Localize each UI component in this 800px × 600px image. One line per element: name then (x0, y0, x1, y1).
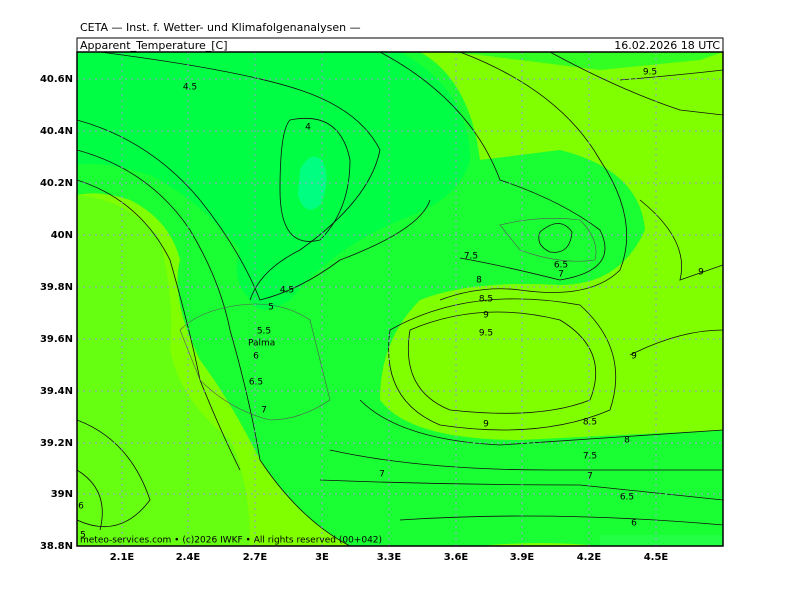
contour-label: 7 (261, 406, 267, 416)
map-field (77, 52, 723, 546)
contour-label: 6 (253, 352, 259, 362)
contour-label: 9 (698, 268, 704, 278)
contour-label: 7.5 (464, 252, 478, 262)
x-axis-label: 2.7E (243, 552, 268, 563)
contour-label: 8 (476, 276, 482, 286)
y-axis-label: 39.8N (40, 282, 73, 293)
x-axis-label: 3.9E (510, 552, 535, 563)
contour-label: 9.5 (479, 329, 493, 339)
y-axis-label: 39.4N (40, 386, 73, 397)
contour-label: 9 (483, 420, 489, 430)
contour-label: 4 (305, 123, 311, 133)
contour-label: 5 (80, 531, 86, 541)
x-axis-label: 3E (315, 552, 329, 563)
contour-label: 6.5 (554, 261, 568, 271)
x-axis-label: 3.3E (377, 552, 402, 563)
contour-label: 7 (379, 470, 385, 480)
contour-label: 5 (268, 303, 274, 313)
contour-label: 4.5 (183, 83, 197, 93)
contour-label: 9 (483, 311, 489, 321)
contour-label: 8.5 (479, 295, 493, 305)
y-axis-label: 40.4N (40, 126, 73, 137)
x-axis-label: 3.6E (444, 552, 469, 563)
x-axis-label: 4.5E (644, 552, 669, 563)
y-axis-label: 39N (51, 489, 73, 500)
y-axis-label: 40N (51, 230, 73, 241)
header: CETA — Inst. f. Wetter- und Klimafolgena… (80, 21, 361, 34)
map-title: Apparent_Temperature_[C] (80, 39, 228, 52)
place-label: Palma (248, 339, 275, 349)
contour-label: 4.5 (280, 286, 294, 296)
contour-label: 5.5 (257, 327, 271, 337)
x-axis-label: 4.2E (577, 552, 602, 563)
map-date: 16.02.2026 18 UTC (614, 39, 720, 52)
contour-label: 7 (558, 270, 564, 280)
y-axis-label: 38.8N (40, 541, 73, 552)
y-axis-label: 39.6N (40, 334, 73, 345)
y-axis-label: 40.6N (40, 74, 73, 85)
contour-label: 9.5 (643, 68, 657, 78)
map-frame (76, 51, 724, 547)
footer: meteo-services.com • (c)2026 IWKF • All … (80, 536, 382, 546)
contour-label: 9 (631, 352, 637, 362)
x-axis-label: 2.1E (110, 552, 135, 563)
contour-label: 7.5 (583, 452, 597, 462)
contour-label: 8 (624, 436, 630, 446)
y-axis-label: 40.2N (40, 178, 73, 189)
contour-label: 6 (78, 502, 84, 512)
contour-label: 6.5 (249, 378, 263, 388)
x-axis-label: 2.4E (176, 552, 201, 563)
contour-label: 6.5 (620, 493, 634, 503)
grid (77, 52, 723, 546)
contour-label: 6 (631, 519, 637, 529)
contour-label: 8.5 (583, 418, 597, 428)
y-axis-label: 39.2N (40, 438, 73, 449)
contour-label: 7 (587, 472, 593, 482)
